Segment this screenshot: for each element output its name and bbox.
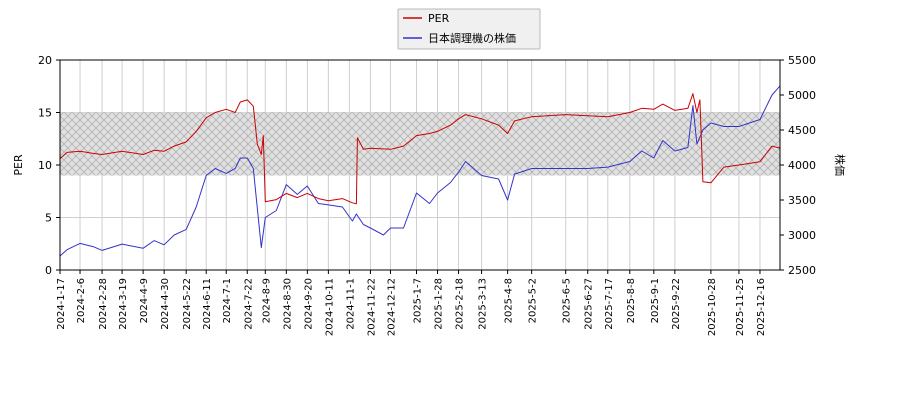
- right-tick-label: 5000: [788, 89, 816, 102]
- x-tick-label: 2025-9-22: [671, 278, 682, 330]
- x-tick-label: 2024-6-11: [202, 278, 213, 330]
- x-tick-label: 2025-8-8: [626, 278, 637, 323]
- x-tick-label: 2025-9-1: [650, 278, 661, 323]
- x-tick-label: 2024-4-9: [139, 278, 150, 323]
- price-series-line: [60, 85, 780, 257]
- x-tick-label: 2025-3-13: [478, 278, 489, 330]
- x-tick-label: 2024-7-1: [222, 278, 233, 323]
- left-axis-label: PER: [12, 154, 25, 176]
- x-tick-label: 2024-2-6: [76, 278, 87, 323]
- right-axis-ticks: 2500 3000 3500 4000 4500 5000 5500: [780, 54, 816, 277]
- x-axis-ticks: 2024-1-17 2024-2-6 2024-2-28 2024-3-19 2024-…: [56, 270, 767, 336]
- x-tick-label: 2025-1-7: [412, 278, 423, 323]
- x-tick-label: 2025-5-2: [528, 278, 539, 323]
- right-tick-label: 3500: [788, 194, 816, 207]
- left-tick-label: 5: [45, 212, 52, 225]
- right-tick-label: 5500: [788, 54, 816, 67]
- x-tick-label: 2025-7-17: [604, 278, 615, 330]
- right-axis-label: 株価: [833, 154, 847, 176]
- x-tick-label: 2024-12-12: [386, 278, 397, 336]
- x-tick-label: 2024-1-17: [56, 278, 67, 330]
- right-tick-label: 3000: [788, 229, 816, 242]
- right-tick-label: 4000: [788, 159, 816, 172]
- left-tick-label: 15: [38, 107, 52, 120]
- x-tick-label: 2025-6-27: [584, 278, 595, 330]
- x-tick-label: 2024-9-20: [303, 278, 314, 330]
- x-tick-label: 2024-4-30: [160, 278, 171, 330]
- left-tick-label: 20: [38, 54, 52, 67]
- x-tick-label: 2024-5-22: [182, 278, 193, 330]
- x-tick-label: 2024-3-19: [118, 278, 129, 330]
- right-tick-label: 2500: [788, 264, 816, 277]
- x-tick-label: 2025-10-28: [707, 278, 718, 336]
- x-tick-label: 2025-1-28: [434, 278, 445, 330]
- x-tick-label: 2025-4-8: [504, 278, 515, 323]
- series-layer: [60, 85, 780, 257]
- x-tick-label: 2024-8-30: [282, 278, 293, 330]
- per-series-line: [60, 93, 780, 205]
- legend-label-price: 日本調理機の株価: [428, 31, 516, 45]
- legend-label-per: PER: [428, 12, 450, 25]
- x-tick-label: 2025-6-5: [562, 278, 573, 323]
- x-tick-label: 2024-7-22: [243, 278, 254, 330]
- x-tick-label: 2024-11-22: [366, 278, 377, 336]
- x-tick-label: 2025-11-25: [735, 278, 746, 336]
- legend: PER 日本調理機の株価: [397, 8, 541, 50]
- left-tick-label: 10: [38, 159, 52, 172]
- per-band: [60, 112, 780, 176]
- left-tick-label: 0: [45, 264, 52, 277]
- left-axis-ticks: 0 5 10 15 20: [38, 54, 60, 277]
- x-tick-label: 2024-11-1: [345, 278, 356, 330]
- right-tick-label: 4500: [788, 124, 816, 137]
- x-tick-label: 2024-8-9: [261, 278, 272, 323]
- x-tick-label: 2024-10-11: [324, 278, 335, 336]
- x-tick-label: 2025-12-16: [756, 278, 767, 336]
- x-tick-label: 2025-2-18: [455, 278, 466, 330]
- x-tick-label: 2024-2-28: [98, 278, 109, 330]
- legend-box: [397, 8, 541, 50]
